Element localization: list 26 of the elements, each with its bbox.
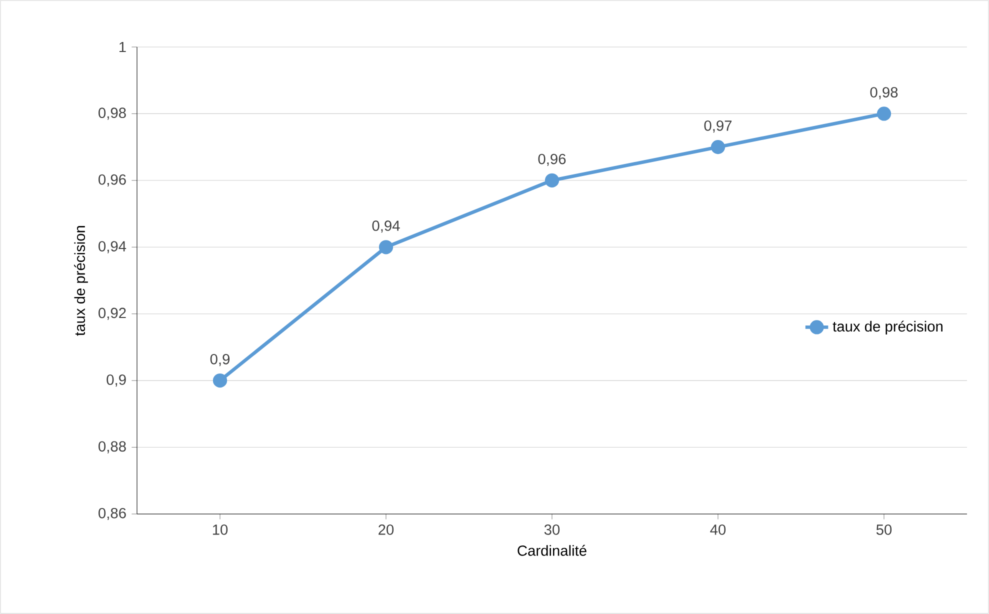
point [544,173,560,188]
x-tick-label: 10 [212,524,228,535]
point [710,140,726,154]
y-tick-label: 0,88 [98,441,126,454]
point [876,106,892,121]
y-axis-title: taux de précision [74,226,88,336]
x-tick-label: 30 [544,524,560,535]
y-tick-label: 0,94 [98,241,126,254]
x-axis-title: Cardinalité [518,544,586,556]
data-label: 0,94 [372,220,400,233]
y-tick-label: 0,9 [106,374,126,387]
y-tick-label: 0,86 [98,508,126,520]
y-tick-label: 0,98 [98,108,126,120]
x-tick-label: 20 [378,524,394,535]
data-label: 0,96 [538,154,566,166]
data-label: 0,98 [870,87,898,100]
y-tick-label: 0,96 [98,174,126,186]
point [378,240,394,254]
legend-label: taux de précision [832,320,942,335]
y-tick-label: 1 [119,42,126,52]
data-label: 0,97 [704,120,732,133]
x-tick-label: 50 [876,524,892,535]
y-tick-label: 0,92 [98,308,126,320]
x-tick-label: 40 [710,524,726,535]
point [212,373,228,388]
data-label: 0,9 [210,354,230,366]
